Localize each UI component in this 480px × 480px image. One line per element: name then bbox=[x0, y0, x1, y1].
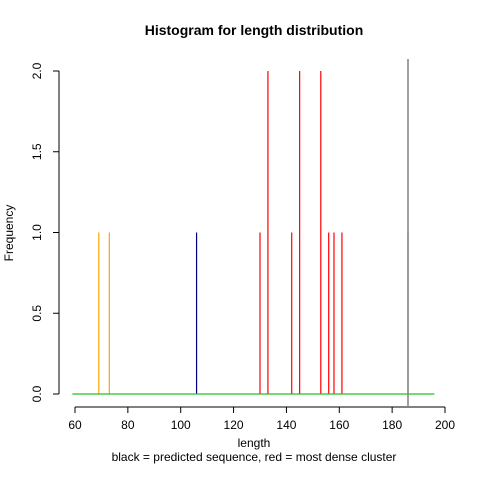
x-tick-label: 140 bbox=[276, 418, 296, 432]
x-tick-label: 200 bbox=[435, 418, 455, 432]
x-tick-label: 120 bbox=[224, 418, 244, 432]
y-tick-label: 0.0 bbox=[30, 385, 44, 402]
x-tick-label: 100 bbox=[171, 418, 191, 432]
y-axis-label: Frequency bbox=[2, 205, 16, 262]
y-tick-label: 2.0 bbox=[30, 62, 44, 79]
chart-subtitle: black = predicted sequence, red = most d… bbox=[112, 450, 397, 464]
plot-area: 60 80 100 120 140 160 180 200 0.0 0.5 1.0 1.5 2.0 bbox=[30, 59, 455, 432]
x-tick-label: 80 bbox=[121, 418, 135, 432]
y-tick-label: 1.0 bbox=[30, 224, 44, 241]
y-tick-label: 1.5 bbox=[30, 143, 44, 160]
x-tick-label: 60 bbox=[68, 418, 82, 432]
chart-title: Histogram for length distribution bbox=[145, 22, 364, 38]
x-tick-label: 160 bbox=[329, 418, 349, 432]
y-tick-label: 0.5 bbox=[30, 305, 44, 322]
x-tick-label: 180 bbox=[382, 418, 402, 432]
x-axis-label: length bbox=[238, 436, 271, 450]
